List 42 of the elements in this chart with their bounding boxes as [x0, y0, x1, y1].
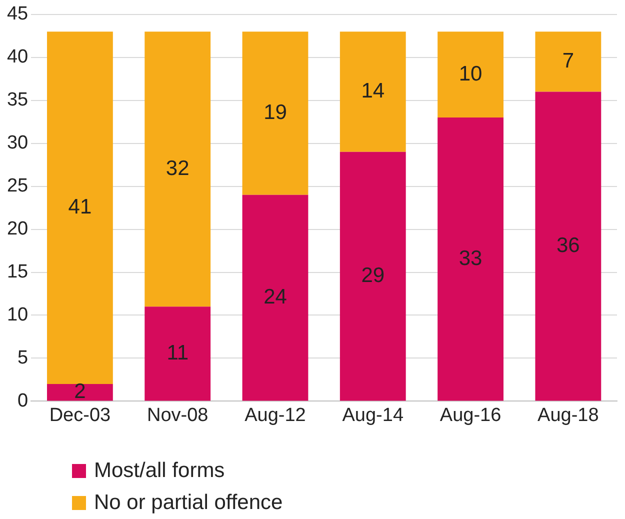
y-tick-label: 25 — [6, 176, 28, 197]
legend-label: No or partial offence — [94, 491, 283, 515]
bar — [438, 32, 504, 118]
y-tick-label: 40 — [6, 46, 28, 68]
bar — [144, 306, 211, 401]
data-label: 36 — [556, 234, 580, 258]
bar — [438, 118, 504, 401]
bar — [340, 152, 406, 401]
data-label: 32 — [166, 156, 190, 180]
data-label: 29 — [361, 264, 385, 288]
bar — [144, 32, 211, 307]
data-label: 10 — [458, 62, 482, 86]
y-tick-label: 45 — [6, 4, 28, 25]
bar — [47, 32, 113, 384]
bar — [535, 92, 602, 401]
x-tick-label: Dec-03 — [49, 404, 111, 426]
y-tick-label: 5 — [18, 347, 28, 368]
data-label: 7 — [562, 49, 574, 72]
data-label: 2 — [74, 380, 86, 404]
bar — [242, 194, 308, 401]
legend-label: Most/all forms — [94, 459, 225, 483]
y-tick-label: 0 — [18, 390, 28, 412]
y-tick-label: 20 — [6, 218, 28, 240]
x-tick-label: Aug-14 — [342, 404, 404, 426]
y-tick-label: 30 — [6, 132, 28, 154]
y-tick-label: 35 — [6, 90, 28, 111]
data-label: 41 — [68, 196, 92, 219]
data-label: 11 — [166, 341, 189, 364]
y-tick-label: 10 — [6, 304, 28, 326]
x-tick-label: Aug-18 — [538, 404, 599, 426]
data-label: 19 — [264, 101, 287, 124]
bar — [340, 32, 406, 152]
data-label: 14 — [361, 80, 385, 103]
data-label: 24 — [264, 286, 288, 309]
x-tick-label: Aug-12 — [244, 404, 306, 426]
bar — [47, 384, 113, 401]
x-tick-label: Nov-08 — [146, 404, 208, 426]
bar — [535, 32, 602, 92]
bar — [242, 32, 308, 195]
x-tick-label: Aug-16 — [440, 404, 502, 426]
y-tick-label: 15 — [6, 262, 28, 282]
data-label: 33 — [458, 246, 482, 270]
